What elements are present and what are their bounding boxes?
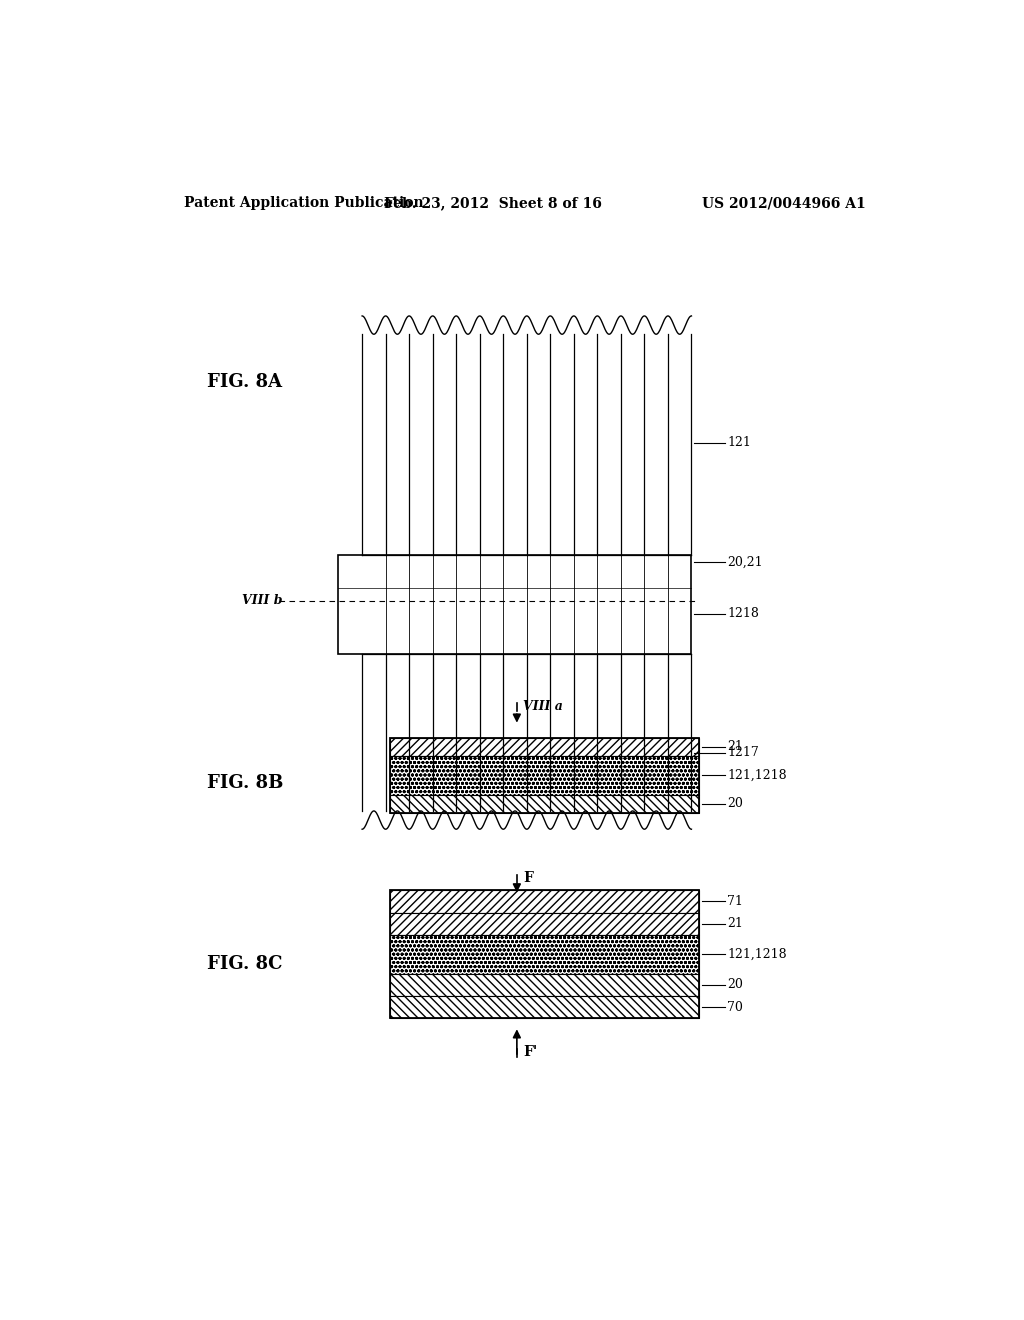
Bar [390, 738, 699, 756]
Text: 21: 21 [727, 917, 743, 931]
Text: US 2012/0044966 A1: US 2012/0044966 A1 [702, 197, 866, 210]
Bar [390, 795, 699, 813]
Bar [390, 738, 699, 813]
Text: F': F' [523, 1045, 538, 1059]
Bar [390, 890, 699, 1018]
Text: FIG. 8A: FIG. 8A [207, 374, 283, 391]
Bar [390, 974, 699, 995]
Text: 1217: 1217 [727, 747, 759, 759]
Text: 20,21: 20,21 [727, 556, 763, 569]
Text: 20: 20 [727, 978, 743, 991]
Bar [390, 995, 699, 1018]
Text: FIG. 8C: FIG. 8C [207, 956, 283, 973]
Text: 71: 71 [727, 895, 743, 908]
Text: 1218: 1218 [727, 607, 759, 620]
Text: 70: 70 [727, 1001, 743, 1014]
Text: 121,1218: 121,1218 [727, 948, 786, 961]
Bar [390, 756, 699, 795]
Bar [390, 935, 699, 974]
Text: VIII a: VIII a [523, 700, 563, 713]
Text: F: F [523, 871, 534, 884]
Bar [338, 554, 691, 655]
Text: 121,1218: 121,1218 [727, 768, 786, 781]
Text: VIII b: VIII b [243, 594, 283, 607]
Text: FIG. 8B: FIG. 8B [207, 775, 284, 792]
Text: Feb. 23, 2012  Sheet 8 of 16: Feb. 23, 2012 Sheet 8 of 16 [384, 197, 602, 210]
Text: Patent Application Publication: Patent Application Publication [183, 197, 423, 210]
Text: 21: 21 [727, 741, 743, 754]
Bar [390, 890, 699, 912]
Text: 20: 20 [727, 797, 743, 810]
Bar [390, 912, 699, 935]
Text: 121: 121 [727, 437, 751, 450]
